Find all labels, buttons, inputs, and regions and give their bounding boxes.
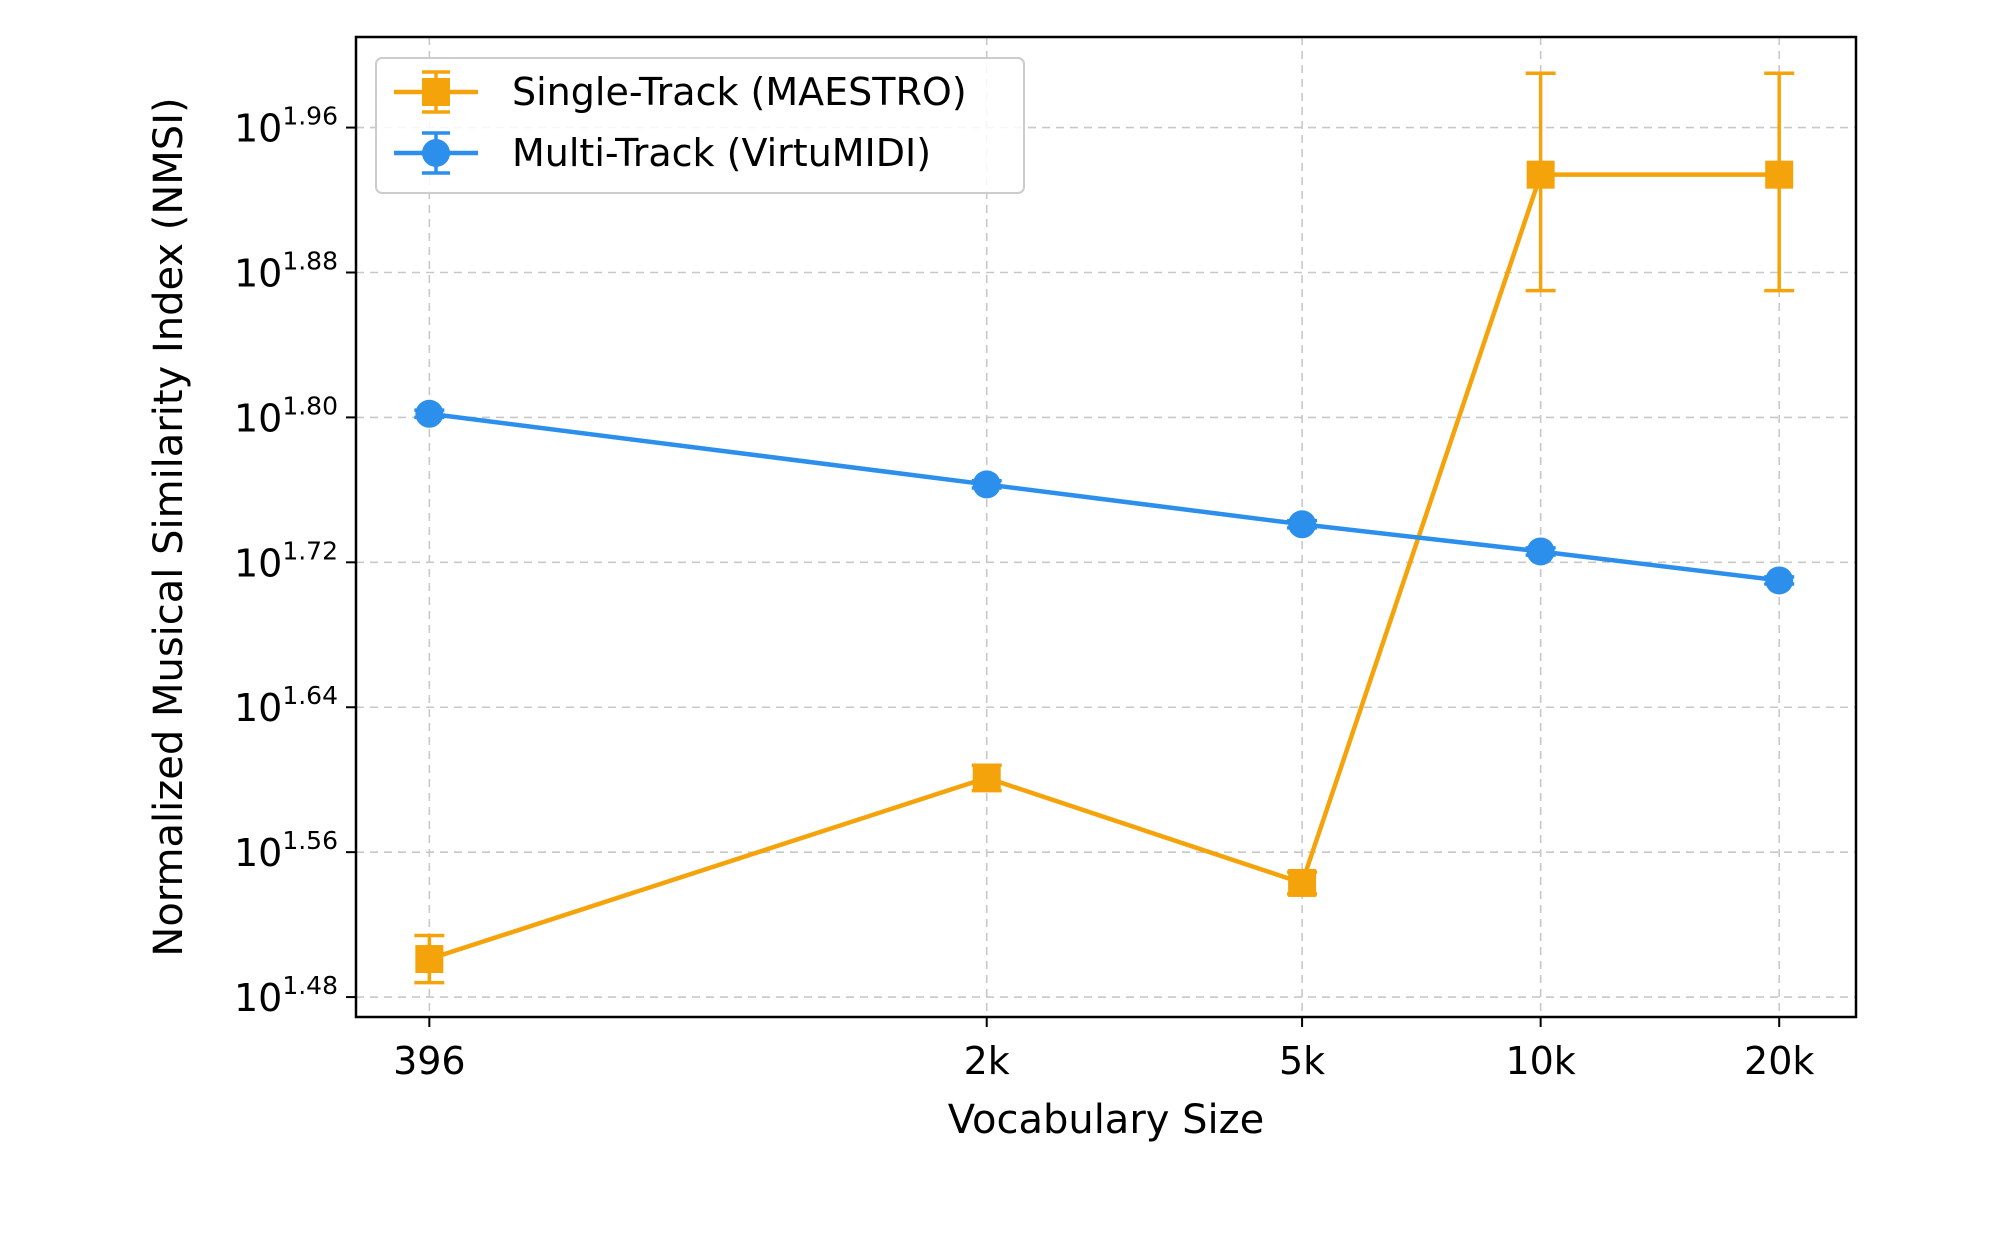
y-tick-label: 101.72 — [234, 536, 338, 585]
multi-track-point — [1288, 510, 1317, 539]
axis-ticks: 396 2k 5k 10k 20k101.48101.56101.64101.72101… — [234, 102, 1814, 1083]
y-tick-base: 10 — [234, 831, 282, 875]
single-track-point — [1288, 868, 1317, 897]
legend-box — [375, 57, 1025, 194]
y-tick-exponent: 1.96 — [282, 102, 338, 131]
x-axis-label: Vocabulary Size — [948, 1097, 1265, 1143]
multi-track-point — [1526, 537, 1555, 566]
single-track-point — [415, 945, 444, 974]
y-tick-base: 10 — [234, 976, 282, 1020]
y-tick-exponent: 1.80 — [282, 391, 338, 420]
y-tick-base: 10 — [234, 686, 282, 730]
single-track-point — [972, 763, 1001, 792]
y-tick-base: 10 — [234, 251, 282, 295]
y-axis-label: Normalized Musical Similarity Index (NMS… — [146, 97, 192, 956]
multi-track-point — [415, 399, 444, 428]
legend-single-track-label: Single-Track (MAESTRO) — [512, 70, 967, 114]
y-tick-exponent: 1.64 — [282, 681, 338, 710]
multi-track-point — [1765, 566, 1794, 595]
x-tick-label: 396 — [393, 1039, 466, 1083]
y-tick-base: 10 — [234, 107, 282, 151]
y-tick-label: 101.64 — [234, 681, 338, 730]
multi-track-point — [972, 470, 1001, 499]
y-tick-label: 101.48 — [234, 971, 338, 1020]
series-layer — [414, 71, 1795, 985]
y-tick-exponent: 1.56 — [282, 826, 338, 855]
y-tick-label: 101.56 — [234, 826, 338, 875]
legend-single-track-marker — [422, 78, 450, 106]
x-tick-label: 10k — [1505, 1039, 1575, 1083]
legend: Single-Track (MAESTRO) Multi-Track (Virtu… — [375, 57, 1025, 194]
y-tick-exponent: 1.88 — [282, 246, 338, 275]
y-tick-label: 101.88 — [234, 246, 338, 295]
legend-multi-track-marker — [422, 139, 450, 167]
single-track-point — [1526, 160, 1555, 189]
legend-multi-track-label: Multi-Track (VirtuMIDI) — [512, 131, 931, 175]
plot-frame — [354, 35, 1858, 1019]
y-tick-exponent: 1.48 — [282, 971, 338, 1000]
y-tick-base: 10 — [234, 396, 282, 440]
single-track-point — [1765, 160, 1794, 189]
x-tick-label: 2k — [964, 1039, 1010, 1083]
x-tick-label: 5k — [1279, 1039, 1325, 1083]
y-tick-base: 10 — [234, 541, 282, 585]
y-tick-label: 101.80 — [234, 391, 338, 440]
x-tick-label: 20k — [1744, 1039, 1814, 1083]
y-tick-label: 101.96 — [234, 102, 338, 151]
y-tick-exponent: 1.72 — [282, 536, 338, 565]
